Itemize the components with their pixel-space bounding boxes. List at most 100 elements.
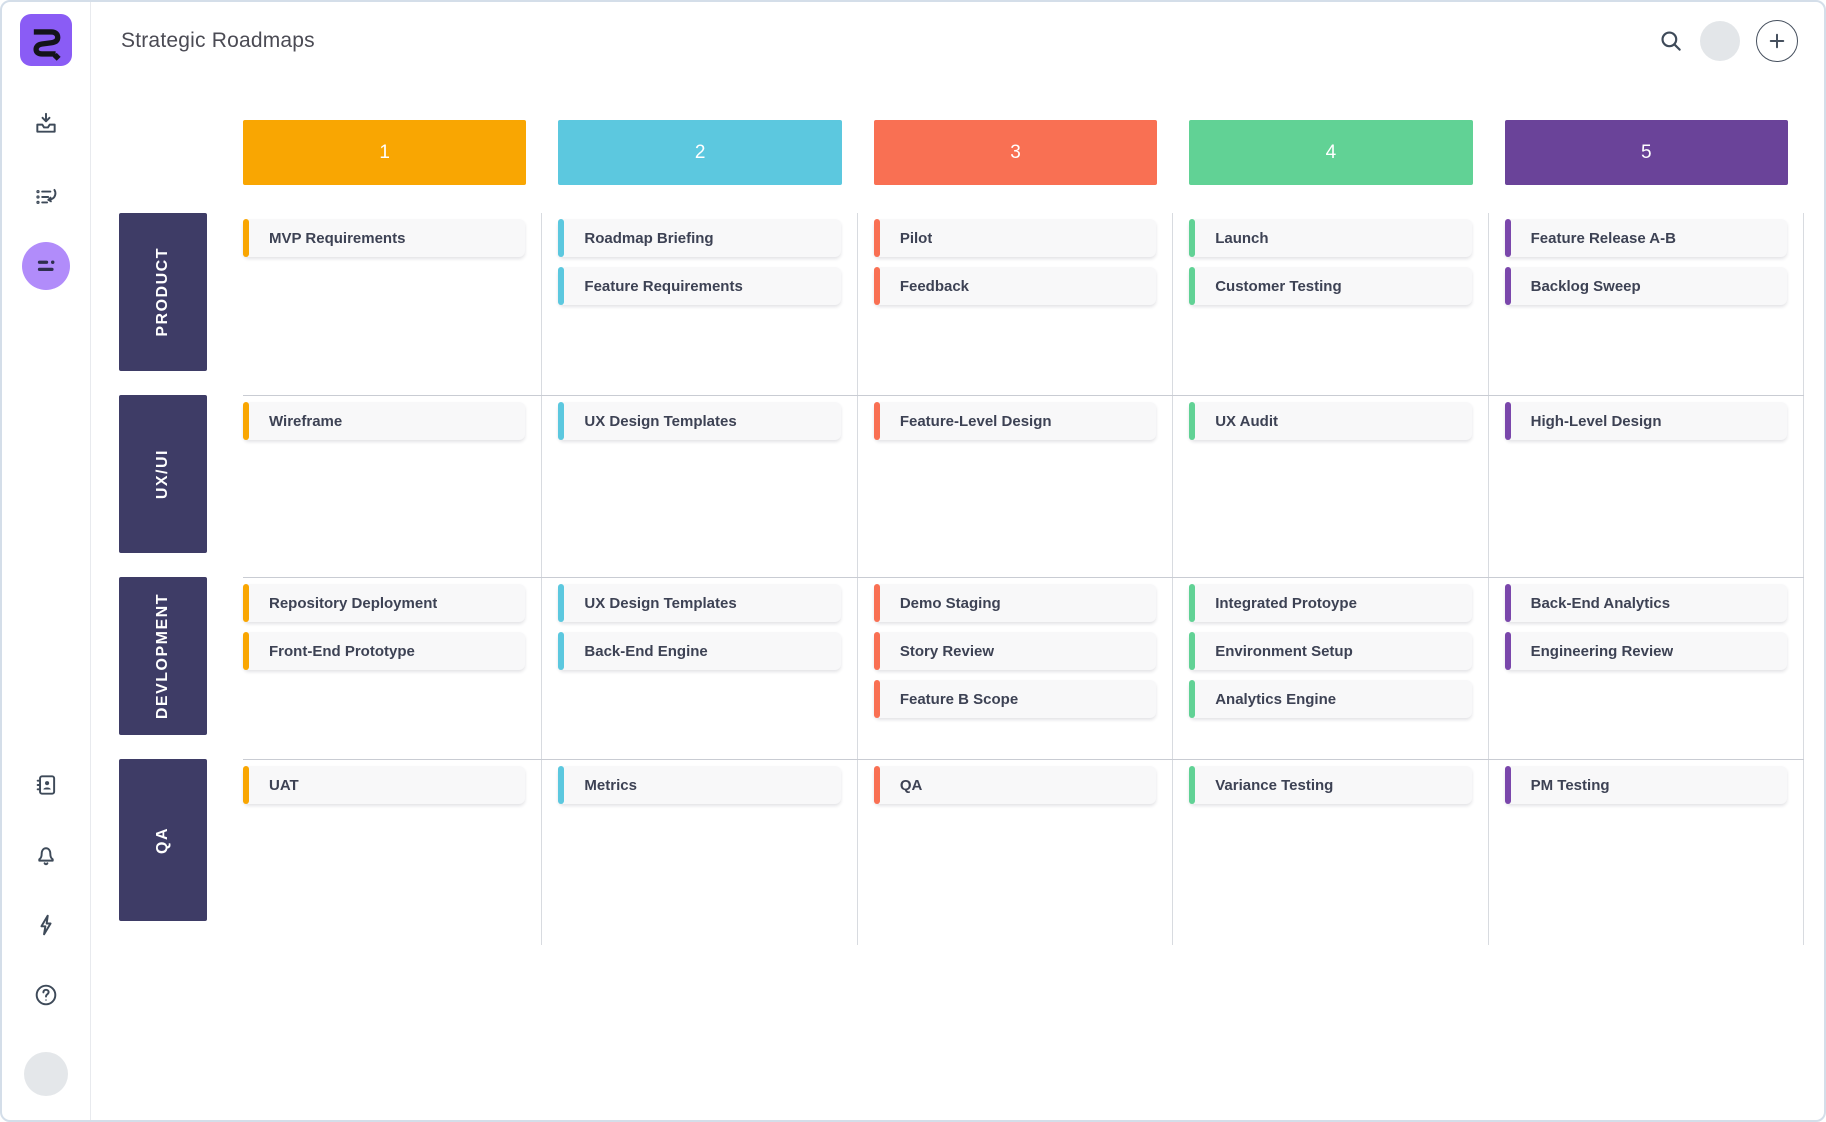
add-button[interactable] [1756,20,1798,62]
column-slot: 4 [1173,120,1488,185]
page-title: Strategic Roadmaps [121,29,315,52]
grid-body: PRODUCT MVP Requirements Roadmap Briefing F… [119,213,1805,945]
card-title: UX Design Templates [584,594,737,612]
notifications-bell-icon[interactable] [33,842,59,868]
task-card[interactable]: Front-End Prototype [243,632,526,670]
import-tray-icon[interactable] [33,110,59,136]
column-slot: 2 [542,120,857,185]
card-accent-bar [873,267,880,305]
search-icon[interactable] [1658,28,1684,54]
card-accent-bar [1504,267,1511,305]
task-card[interactable]: Repository Deployment [243,584,526,622]
card-title: Metrics [584,776,637,794]
task-card[interactable]: UX Audit [1189,402,1472,440]
task-card[interactable]: Engineering Review [1504,632,1788,670]
task-card[interactable]: Feature Requirements [558,267,841,305]
task-card[interactable]: MVP Requirements [243,219,526,257]
column-header[interactable]: 4 [1189,120,1473,185]
top-bar: Strategic Roadmaps [91,2,1824,80]
quick-actions-bolt-icon[interactable] [33,912,59,938]
card-accent-bar [1504,402,1511,440]
grid-cell: MVP Requirements [243,213,543,395]
task-card[interactable]: PM Testing [1504,766,1788,804]
task-card[interactable]: Feature-Level Design [873,402,1157,440]
task-card[interactable]: Roadmap Briefing [558,219,841,257]
column-header[interactable]: 3 [873,120,1158,185]
sidebar-user-avatar[interactable] [24,1052,68,1096]
task-card[interactable]: Environment Setup [1189,632,1472,670]
card-accent-bar [1189,584,1196,622]
row-label-text: DEVLOPMENT [154,592,171,720]
task-card[interactable]: Customer Testing [1189,267,1472,305]
task-card[interactable]: Feedback [873,267,1157,305]
task-card[interactable]: Pilot [873,219,1157,257]
column-header[interactable]: 2 [558,120,842,185]
card-title: High-Level Design [1530,412,1662,430]
card-title: Feature Release A-B [1530,229,1676,247]
help-icon[interactable] [33,982,59,1008]
card-title: Environment Setup [1215,642,1353,660]
header-corner [119,120,207,185]
card-accent-bar [1189,219,1196,257]
row-cells: Wireframe UX Design Templates Feature-Leve… [243,395,1805,577]
row-label[interactable]: QA [119,759,207,921]
card-accent-bar [873,632,880,670]
grid-cell: Variance Testing [1173,760,1489,945]
grid-cell: UX Design Templates [542,396,858,577]
activity-list-icon[interactable] [33,184,59,210]
grid-cell: Launch Customer Testing [1173,213,1489,395]
task-card[interactable]: UX Design Templates [558,584,841,622]
task-card[interactable]: Feature B Scope [873,680,1157,718]
roadmap-fields-icon-active[interactable] [22,242,70,290]
card-title: Wireframe [269,412,343,430]
card-accent-bar [243,766,249,804]
card-accent-bar [1504,766,1511,804]
contacts-icon[interactable] [33,772,59,798]
row-label[interactable]: DEVLOPMENT [119,577,207,735]
card-title: Analytics Engine [1215,690,1337,708]
grid-cell: Metrics [542,760,858,945]
card-accent-bar [243,584,249,622]
task-card[interactable]: High-Level Design [1504,402,1788,440]
task-card[interactable]: Feature Release A-B [1504,219,1788,257]
task-card[interactable]: Demo Staging [873,584,1157,622]
task-card[interactable]: Back-End Analytics [1504,584,1788,622]
row-label[interactable]: PRODUCT [119,213,207,371]
task-card[interactable]: Variance Testing [1189,766,1472,804]
task-card[interactable]: Launch [1189,219,1472,257]
app-logo[interactable] [20,14,72,66]
task-card[interactable]: Back-End Engine [558,632,841,670]
swimlane-row: UX/UI Wireframe UX Design Templates Feature… [119,395,1805,577]
card-accent-bar [243,402,249,440]
column-header[interactable]: 5 [1504,120,1789,185]
task-card[interactable]: Backlog Sweep [1504,267,1788,305]
task-card[interactable]: UX Design Templates [558,402,841,440]
card-title: Customer Testing [1215,277,1342,295]
task-card[interactable]: Integrated Protoype [1189,584,1472,622]
row-cells: MVP Requirements Roadmap Briefing Feature … [243,213,1805,395]
card-accent-bar [1189,267,1196,305]
user-avatar[interactable] [1700,21,1740,61]
card-title: Feedback [899,277,970,295]
card-accent-bar [873,680,880,718]
grid-cell: Pilot Feedback [858,213,1174,395]
row-label-slot: DEVLOPMENT [119,577,207,759]
task-card[interactable]: Metrics [558,766,841,804]
row-label-slot: PRODUCT [119,213,207,395]
card-title: Repository Deployment [269,594,438,612]
task-card[interactable]: QA [873,766,1157,804]
grid-cell: QA [858,760,1174,945]
task-card[interactable]: Wireframe [243,402,526,440]
swimlane-row: QA UAT Metrics QA Variance Testing PM Testing [119,759,1805,945]
grid-cell: Demo Staging Story Review Feature B Scope [858,578,1174,759]
task-card[interactable]: UAT [243,766,526,804]
column-header[interactable]: 1 [243,120,527,185]
task-card[interactable]: Story Review [873,632,1157,670]
card-accent-bar [558,267,565,305]
row-label[interactable]: UX/UI [119,395,207,553]
grid-cell: UX Design Templates Back-End Engine [542,578,858,759]
task-card[interactable]: Analytics Engine [1189,680,1472,718]
